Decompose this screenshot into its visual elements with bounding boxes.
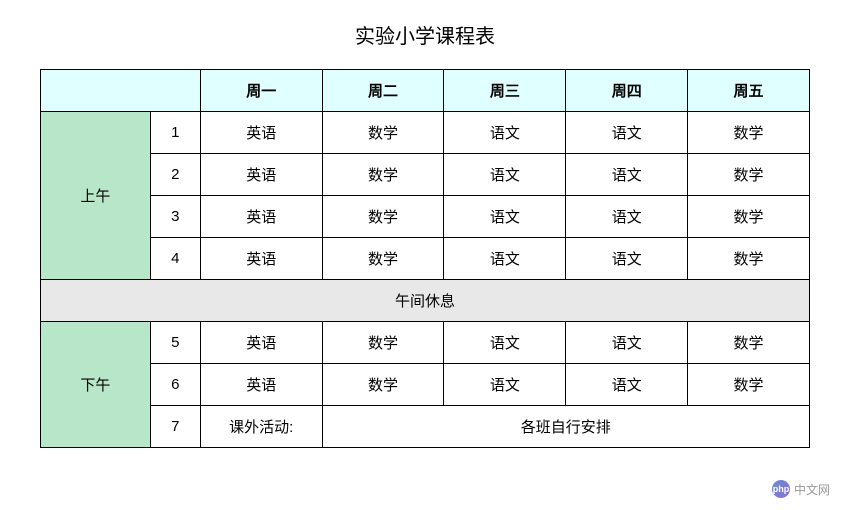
subject-cell: 语文 [566, 154, 688, 196]
subject-cell: 英语 [200, 112, 322, 154]
subject-cell: 英语 [200, 196, 322, 238]
table-row: 4 英语 数学 语文 语文 数学 [41, 238, 810, 280]
afternoon-session-label: 下午 [41, 322, 151, 448]
activity-content-cell: 各班自行安排 [322, 406, 809, 448]
watermark-text: 中文网 [794, 481, 830, 498]
subject-cell: 数学 [322, 322, 444, 364]
subject-cell: 语文 [444, 364, 566, 406]
table-row: 7 课外活动: 各班自行安排 [41, 406, 810, 448]
header-day-thu: 周四 [566, 70, 688, 112]
watermark-icon: php [772, 480, 790, 498]
subject-cell: 语文 [444, 112, 566, 154]
period-cell: 7 [150, 406, 200, 448]
table-row: 2 英语 数学 语文 语文 数学 [41, 154, 810, 196]
subject-cell: 语文 [566, 112, 688, 154]
header-row: 周一 周二 周三 周四 周五 [41, 70, 810, 112]
period-cell: 5 [150, 322, 200, 364]
subject-cell: 语文 [444, 196, 566, 238]
subject-cell: 英语 [200, 238, 322, 280]
period-cell: 4 [150, 238, 200, 280]
break-label: 午间休息 [41, 280, 810, 322]
header-day-mon: 周一 [200, 70, 322, 112]
subject-cell: 语文 [444, 322, 566, 364]
subject-cell: 数学 [688, 196, 810, 238]
header-day-tue: 周二 [322, 70, 444, 112]
subject-cell: 数学 [688, 112, 810, 154]
subject-cell: 英语 [200, 154, 322, 196]
subject-cell: 数学 [688, 238, 810, 280]
subject-cell: 英语 [200, 364, 322, 406]
subject-cell: 语文 [566, 238, 688, 280]
subject-cell: 数学 [688, 322, 810, 364]
header-blank [41, 70, 201, 112]
period-cell: 2 [150, 154, 200, 196]
subject-cell: 语文 [566, 196, 688, 238]
subject-cell: 数学 [322, 112, 444, 154]
period-cell: 6 [150, 364, 200, 406]
subject-cell: 语文 [566, 364, 688, 406]
table-row: 6 英语 数学 语文 语文 数学 [41, 364, 810, 406]
subject-cell: 数学 [322, 196, 444, 238]
subject-cell: 数学 [322, 154, 444, 196]
header-day-fri: 周五 [688, 70, 810, 112]
activity-label-cell: 课外活动: [200, 406, 322, 448]
subject-cell: 数学 [688, 364, 810, 406]
table-row: 下午 5 英语 数学 语文 语文 数学 [41, 322, 810, 364]
subject-cell: 语文 [566, 322, 688, 364]
break-row: 午间休息 [41, 280, 810, 322]
period-cell: 1 [150, 112, 200, 154]
subject-cell: 数学 [322, 238, 444, 280]
subject-cell: 语文 [444, 154, 566, 196]
morning-session-label: 上午 [41, 112, 151, 280]
header-day-wed: 周三 [444, 70, 566, 112]
subject-cell: 数学 [322, 364, 444, 406]
page-title: 实验小学课程表 [40, 20, 810, 49]
table-row: 上午 1 英语 数学 语文 语文 数学 [41, 112, 810, 154]
subject-cell: 数学 [688, 154, 810, 196]
watermark: php 中文网 [772, 480, 830, 498]
table-row: 3 英语 数学 语文 语文 数学 [41, 196, 810, 238]
timetable: 周一 周二 周三 周四 周五 上午 1 英语 数学 语文 语文 数学 2 英语 … [40, 69, 810, 448]
subject-cell: 语文 [444, 238, 566, 280]
subject-cell: 英语 [200, 322, 322, 364]
period-cell: 3 [150, 196, 200, 238]
